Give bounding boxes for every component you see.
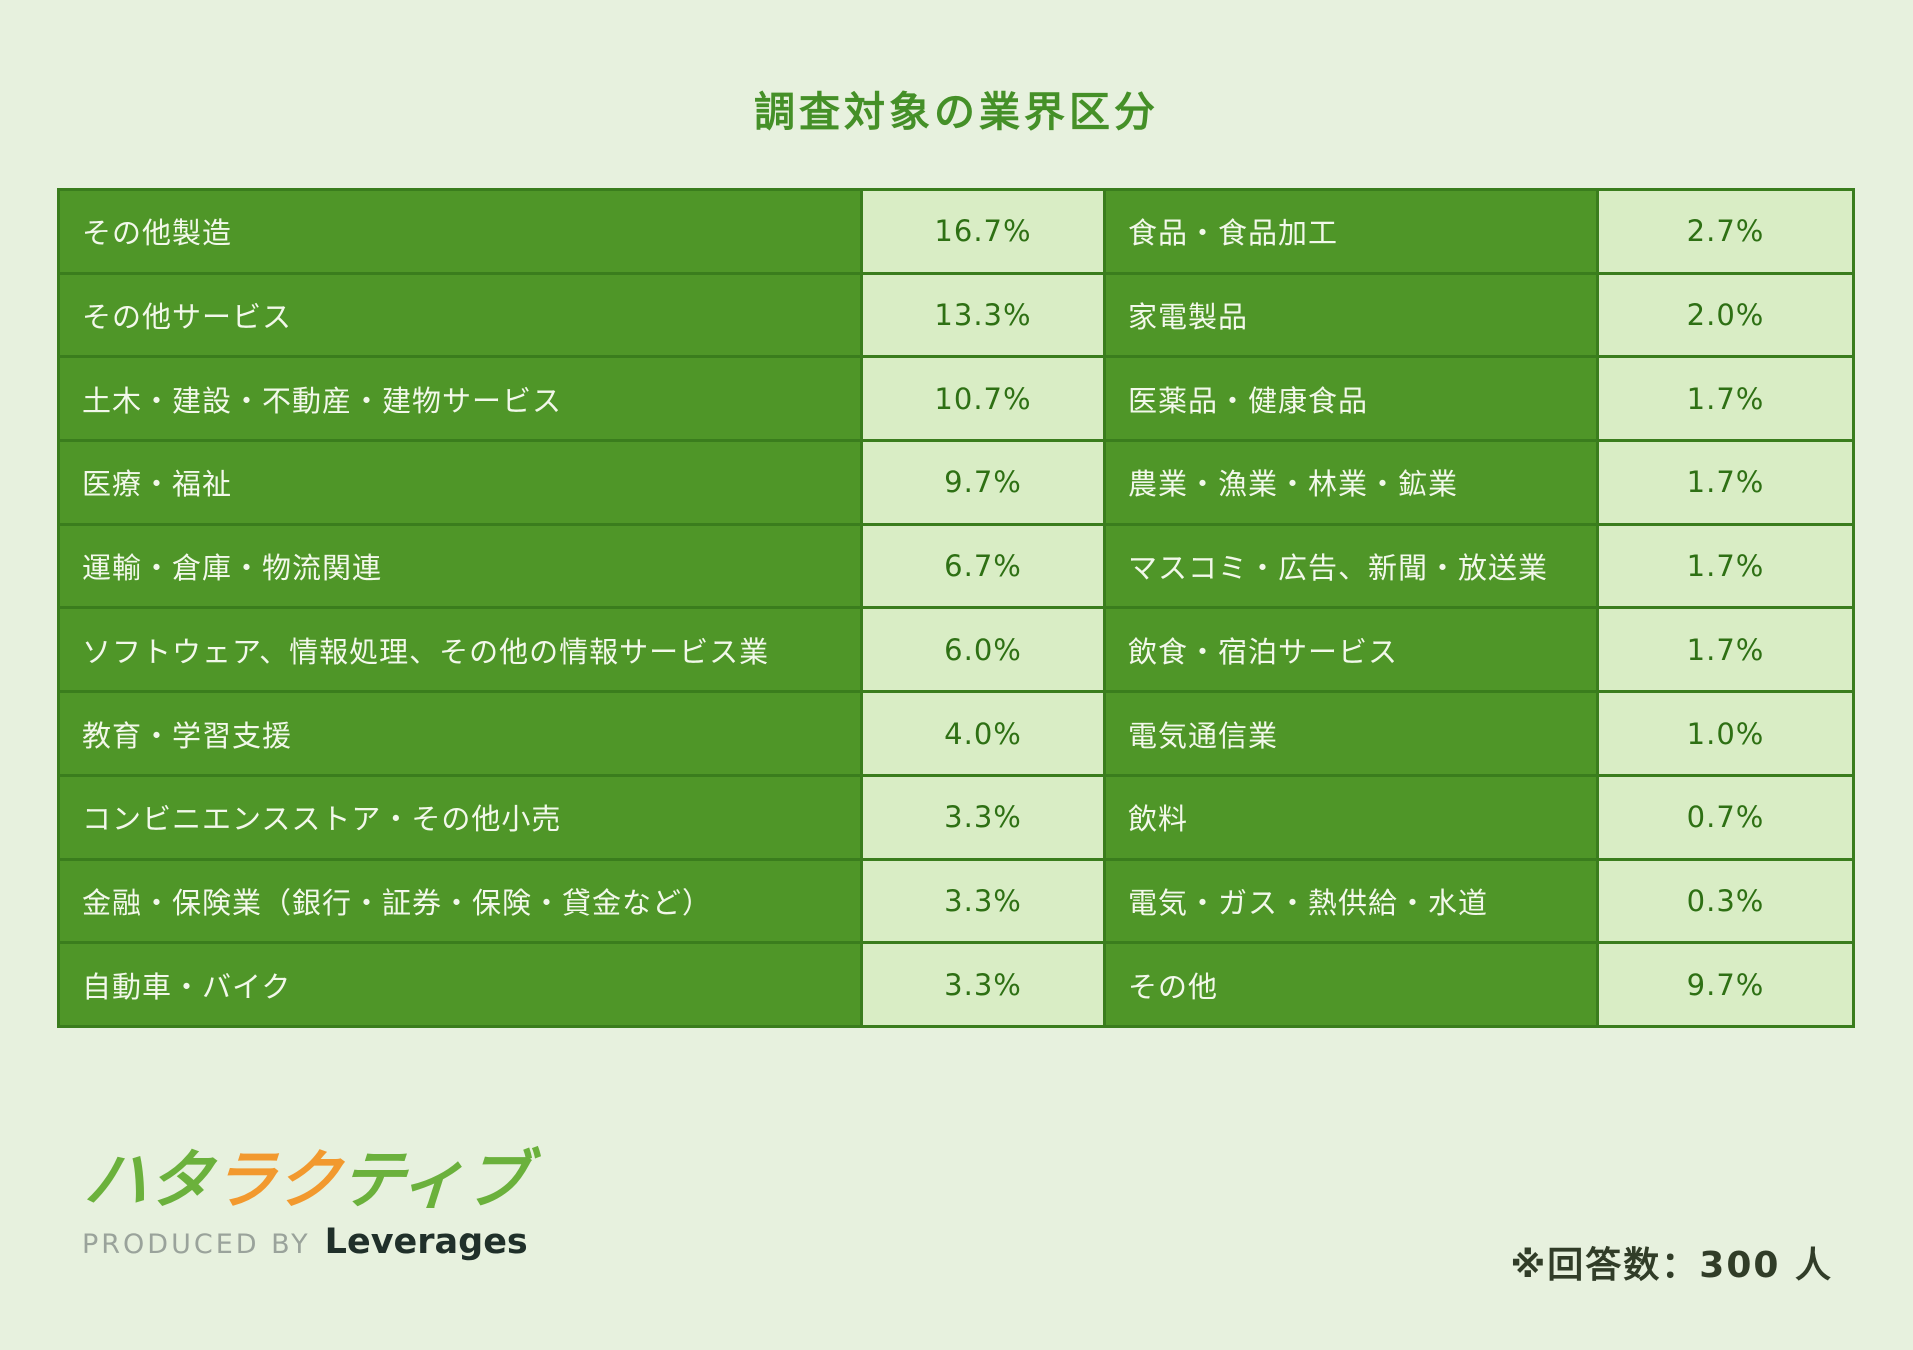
industry-value-cell: 4.0% bbox=[863, 693, 1103, 774]
industry-label-cell: 飲料 bbox=[1106, 776, 1596, 858]
industry-value-cell: 1.7% bbox=[1599, 609, 1852, 691]
industry-value-cell: 6.7% bbox=[863, 525, 1103, 607]
company-name: Leverages bbox=[324, 1222, 528, 1263]
respondents-note: ※回答数：300 人 bbox=[1510, 1245, 1833, 1286]
industry-label-cell: 電気・ガス・熱供給・水道 bbox=[1106, 860, 1596, 942]
industry-value-cell: 9.7% bbox=[863, 442, 1103, 523]
industry-value-cell: 1.7% bbox=[1599, 525, 1852, 607]
logo-text-part2: ラク bbox=[209, 1144, 344, 1218]
industry-value-cell: 1.7% bbox=[1599, 442, 1852, 523]
industry-label-cell: 金融・保険業（銀行・証券・保険・貸金など） bbox=[60, 860, 860, 942]
industry-value-cell: 6.0% bbox=[863, 609, 1103, 691]
industry-label-cell: その他製造 bbox=[60, 191, 860, 272]
industry-value-cell: 1.7% bbox=[1599, 358, 1852, 440]
industry-label-cell: 電気通信業 bbox=[1106, 693, 1596, 774]
logo-text-part1: ハタ bbox=[81, 1144, 216, 1218]
industry-label-cell: その他サービス bbox=[60, 274, 860, 356]
hatarakutive-logo: ハタラクティブ bbox=[81, 1144, 533, 1218]
industry-label-cell: 教育・学習支援 bbox=[60, 693, 860, 774]
industry-value-cell: 16.7% bbox=[863, 191, 1103, 272]
industry-label-cell: その他 bbox=[1106, 944, 1596, 1025]
produced-by-label: PRODUCED BY bbox=[82, 1229, 311, 1261]
industry-label-cell: 土木・建設・不動産・建物サービス bbox=[60, 358, 860, 440]
logo-text-part3: ティブ bbox=[337, 1144, 532, 1218]
industry-label-cell: 運輸・倉庫・物流関連 bbox=[60, 525, 860, 607]
industry-label-cell: ソフトウェア、情報処理、その他の情報サービス業 bbox=[60, 609, 860, 691]
industry-label-cell: 農業・漁業・林業・鉱業 bbox=[1106, 442, 1596, 523]
industry-value-cell: 0.7% bbox=[1599, 776, 1852, 858]
brand-block: ハタラクティブ PRODUCED BY Leverages bbox=[82, 1144, 531, 1262]
industry-value-cell: 2.7% bbox=[1599, 191, 1852, 272]
industry-value-cell: 10.7% bbox=[863, 358, 1103, 440]
industry-value-cell: 9.7% bbox=[1599, 944, 1852, 1025]
industry-label-cell: コンビニエンスストア・その他小売 bbox=[60, 776, 860, 858]
industry-label-cell: マスコミ・広告、新聞・放送業 bbox=[1106, 525, 1596, 607]
industry-value-cell: 3.3% bbox=[863, 776, 1103, 858]
industry-value-cell: 13.3% bbox=[863, 274, 1103, 356]
industry-label-cell: 医療・福祉 bbox=[60, 442, 860, 523]
industry-value-cell: 3.3% bbox=[863, 944, 1103, 1025]
industry-label-cell: 自動車・バイク bbox=[60, 944, 860, 1025]
industry-label-cell: 食品・食品加工 bbox=[1106, 191, 1596, 272]
page-title: 調査対象の業界区分 bbox=[754, 88, 1159, 136]
industry-label-cell: 家電製品 bbox=[1106, 274, 1596, 356]
brand-subline: PRODUCED BY Leverages bbox=[82, 1222, 528, 1262]
industry-label-cell: 飲食・宿泊サービス bbox=[1106, 609, 1596, 691]
industry-value-cell: 1.0% bbox=[1599, 693, 1852, 774]
industry-label-cell: 医薬品・健康食品 bbox=[1106, 358, 1596, 440]
industry-value-cell: 3.3% bbox=[863, 860, 1103, 942]
industry-table: その他製造 16.7% 食品・食品加工 2.7% その他サービス 13.3% 家… bbox=[57, 188, 1855, 1028]
industry-value-cell: 0.3% bbox=[1599, 860, 1852, 942]
industry-value-cell: 2.0% bbox=[1599, 274, 1852, 356]
